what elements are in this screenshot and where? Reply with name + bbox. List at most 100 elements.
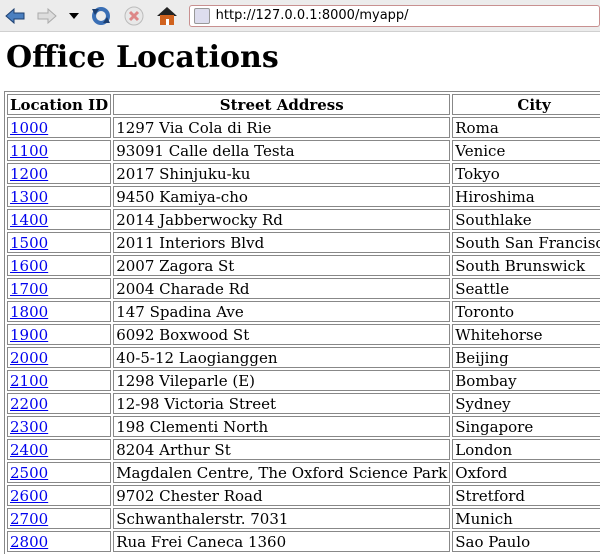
street-address-cell: Magdalen Centre, The Oxford Science Park: [113, 462, 451, 483]
location-id-link[interactable]: 1900: [10, 325, 49, 344]
city-cell: South San Francisco: [452, 232, 600, 253]
location-id-link[interactable]: 2800: [10, 532, 49, 551]
page-title: Office Locations: [6, 40, 279, 75]
city-cell: Whitehorse: [452, 324, 600, 345]
location-id-link[interactable]: 1500: [10, 233, 49, 252]
location-id-cell: 2300: [7, 416, 112, 437]
location-id-link[interactable]: 2600: [10, 486, 49, 505]
street-address-cell: 8204 Arthur St: [113, 439, 451, 460]
location-id-link[interactable]: 1800: [10, 302, 49, 321]
location-id-link[interactable]: 2400: [10, 440, 49, 459]
url-text: http://127.0.0.1:8000/myapp/: [215, 8, 409, 23]
header-location-id: Location ID: [7, 94, 112, 115]
table-row: 1700 2004 Charade Rd Seattle: [7, 278, 600, 299]
browser-toolbar: http://127.0.0.1:8000/myapp/: [0, 0, 600, 32]
table-row: 2300 198 Clementi North Singapore: [7, 416, 600, 437]
table-row: 1300 9450 Kamiya-cho Hiroshima: [7, 186, 600, 207]
street-address-cell: Schwanthalerstr. 7031: [113, 508, 451, 529]
location-id-link[interactable]: 2300: [10, 417, 49, 436]
location-id-link[interactable]: 2200: [10, 394, 49, 413]
street-address-cell: 6092 Boxwood St: [113, 324, 451, 345]
stop-icon[interactable]: [123, 5, 145, 27]
table-row: 1200 2017 Shinjuku-ku Tokyo: [7, 163, 600, 184]
location-id-cell: 1100: [7, 140, 112, 161]
location-id-link[interactable]: 1000: [10, 118, 49, 137]
city-cell: Venice: [452, 140, 600, 161]
location-id-link[interactable]: 2700: [10, 509, 49, 528]
location-id-cell: 2600: [7, 485, 112, 506]
location-id-cell: 1300: [7, 186, 112, 207]
city-cell: Toronto: [452, 301, 600, 322]
table-row: 2000 40-5-12 Laogianggen Beijing: [7, 347, 600, 368]
city-cell: Munich: [452, 508, 600, 529]
table-row: 2400 8204 Arthur St London: [7, 439, 600, 460]
back-arrow-icon[interactable]: [4, 5, 26, 27]
header-city: City: [452, 94, 600, 115]
location-id-link[interactable]: 1200: [10, 164, 49, 183]
url-bar[interactable]: http://127.0.0.1:8000/myapp/: [188, 4, 600, 27]
table-row: 2100 1298 Vileparle (E) Bombay: [7, 370, 600, 391]
city-cell: Oxford: [452, 462, 600, 483]
city-cell: Tokyo: [452, 163, 600, 184]
city-cell: Bombay: [452, 370, 600, 391]
table-row: 2600 9702 Chester Road Stretford: [7, 485, 600, 506]
location-id-cell: 1400: [7, 209, 112, 230]
history-dropdown-icon[interactable]: [69, 5, 80, 27]
location-id-cell: 2400: [7, 439, 112, 460]
location-id-link[interactable]: 2000: [10, 348, 49, 367]
street-address-cell: 2007 Zagora St: [113, 255, 451, 276]
street-address-cell: 2011 Interiors Blvd: [113, 232, 451, 253]
location-id-cell: 1000: [7, 117, 112, 138]
location-id-cell: 2800: [7, 531, 112, 552]
city-cell: Sao Paulo: [452, 531, 600, 552]
location-id-link[interactable]: 2500: [10, 463, 49, 482]
street-address-cell: 2014 Jabberwocky Rd: [113, 209, 451, 230]
home-icon[interactable]: [156, 5, 178, 27]
forward-arrow-icon[interactable]: [37, 5, 59, 27]
table-row: 2500 Magdalen Centre, The Oxford Science …: [7, 462, 600, 483]
location-id-cell: 2500: [7, 462, 112, 483]
location-id-cell: 1700: [7, 278, 112, 299]
location-id-cell: 2200: [7, 393, 112, 414]
table-row: 1800 147 Spadina Ave Toronto: [7, 301, 600, 322]
location-id-cell: 1800: [7, 301, 112, 322]
street-address-cell: 9450 Kamiya-cho: [113, 186, 451, 207]
header-street-address: Street Address: [113, 94, 451, 115]
table-row: 1000 1297 Via Cola di Rie Roma: [7, 117, 600, 138]
location-id-cell: 1600: [7, 255, 112, 276]
table-row: 1400 2014 Jabberwocky Rd Southlake: [7, 209, 600, 230]
street-address-cell: 147 Spadina Ave: [113, 301, 451, 322]
street-address-cell: 198 Clementi North: [113, 416, 451, 437]
location-id-link[interactable]: 1600: [10, 256, 49, 275]
street-address-cell: 1297 Via Cola di Rie: [113, 117, 451, 138]
locations-table: Location ID Street Address City 1000 1297…: [4, 91, 600, 554]
city-cell: Roma: [452, 117, 600, 138]
street-address-cell: 40-5-12 Laogianggen: [113, 347, 451, 368]
location-id-link[interactable]: 1100: [10, 141, 49, 160]
city-cell: London: [452, 439, 600, 460]
table-row: 1600 2007 Zagora St South Brunswick: [7, 255, 600, 276]
city-cell: Stretford: [452, 485, 600, 506]
table-row: 2200 12-98 Victoria Street Sydney: [7, 393, 600, 414]
table-row: 1500 2011 Interiors Blvd South San Francis…: [7, 232, 600, 253]
site-identity-icon: [193, 7, 210, 24]
location-id-cell: 2700: [7, 508, 112, 529]
table-row: 2700 Schwanthalerstr. 7031 Munich: [7, 508, 600, 529]
location-id-cell: 1200: [7, 163, 112, 184]
city-cell: Seattle: [452, 278, 600, 299]
street-address-cell: 1298 Vileparle (E): [113, 370, 451, 391]
city-cell: South Brunswick: [452, 255, 600, 276]
city-cell: Beijing: [452, 347, 600, 368]
location-id-cell: 1500: [7, 232, 112, 253]
reload-icon[interactable]: [90, 5, 112, 27]
street-address-cell: Rua Frei Caneca 1360: [113, 531, 451, 552]
location-id-link[interactable]: 2100: [10, 371, 49, 390]
location-id-link[interactable]: 1400: [10, 210, 49, 229]
location-id-link[interactable]: 1700: [10, 279, 49, 298]
street-address-cell: 2004 Charade Rd: [113, 278, 451, 299]
street-address-cell: 93091 Calle della Testa: [113, 140, 451, 161]
city-cell: Southlake: [452, 209, 600, 230]
city-cell: Sydney: [452, 393, 600, 414]
table-row: 2800 Rua Frei Caneca 1360 Sao Paulo: [7, 531, 600, 552]
location-id-link[interactable]: 1300: [10, 187, 49, 206]
